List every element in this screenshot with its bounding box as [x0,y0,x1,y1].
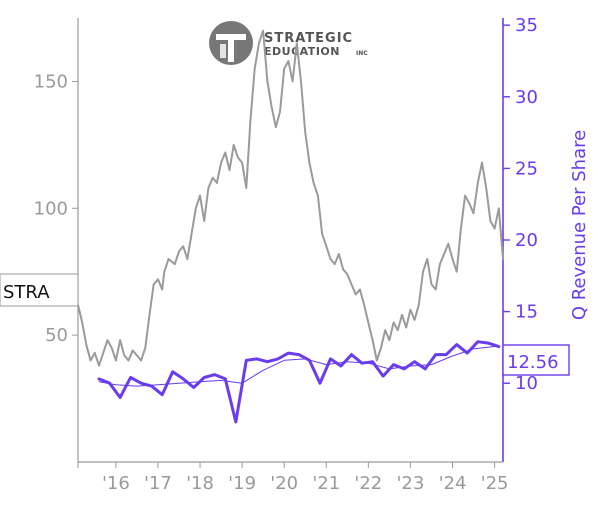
ticker-label: STRA [0,273,79,307]
brand-name-line2: EDUCATION [264,45,340,58]
right-axis-label: Q Revenue Per Share [569,130,590,320]
ticker-text: STRA [3,282,50,303]
revenue-line [97,340,501,424]
x-tick-label: '17 [144,473,172,494]
x-tick-label: '23 [396,473,424,494]
brand-logo: STRATEGIC EDUCATION INC [209,21,368,65]
price-line [77,29,504,367]
x-tick-label: '21 [312,473,340,494]
revenue-trend-line [98,345,500,387]
x-tick-label: '18 [186,473,214,494]
series-layer [77,29,504,424]
right-tick-label: 20 [515,230,538,251]
x-tick-label: '16 [102,473,130,494]
left-tick-group: 50 100 150 [34,71,78,346]
right-tick-label: 30 [515,87,538,108]
current-value-text: 12.56 [507,352,559,373]
right-tick-label: 25 [515,158,538,179]
current-value-label: 12.56 [502,344,570,376]
right-tick-label: 15 [515,302,538,323]
x-tick-group: '16 '17 '18 '19 '20 '21 '22 '23 '24 '25 [77,462,509,494]
x-tick-label: '24 [439,473,467,494]
right-tick-group: 10 15 20 25 30 35 [503,15,538,394]
left-tick-label: 100 [34,198,68,219]
x-tick-label: '25 [481,473,509,494]
brand-name-line1: STRATEGIC [264,31,353,46]
right-tick-label: 35 [515,15,538,36]
left-tick-label: 150 [34,71,68,92]
left-tick-label: 50 [45,325,68,346]
x-tick-label: '20 [270,473,298,494]
x-tick-label: '19 [228,473,256,494]
right-tick-label: 10 [515,373,538,394]
brand-name-line3: INC [356,50,368,57]
x-tick-label: '22 [354,473,382,494]
logo-mark-icon [209,21,253,65]
